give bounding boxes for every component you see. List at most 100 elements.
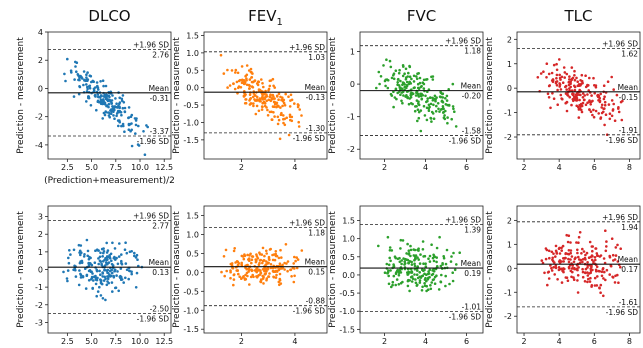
data-point: [616, 260, 620, 263]
data-point: [82, 83, 85, 87]
data-point: [249, 67, 253, 71]
data-point: [578, 107, 582, 110]
data-point: [598, 96, 601, 100]
column-title-text: FVC: [407, 7, 436, 25]
data-point: [436, 102, 440, 105]
data-point: [539, 72, 543, 75]
data-point: [62, 270, 65, 274]
data-point: [423, 282, 426, 285]
data-point: [422, 78, 426, 82]
upper-limit-value: 1.18: [464, 47, 481, 56]
data-point: [404, 78, 408, 81]
data-point: [418, 279, 422, 282]
x-tick-label: 6: [592, 337, 597, 346]
data-point: [65, 277, 69, 280]
data-point: [447, 88, 451, 91]
data-point: [255, 98, 259, 101]
data-point: [225, 269, 228, 273]
data-point: [561, 97, 564, 101]
data-point: [232, 82, 235, 86]
data-point: [397, 283, 401, 286]
data-point: [602, 107, 605, 110]
data-point: [386, 86, 390, 90]
data-point: [222, 254, 226, 258]
data-point: [383, 271, 387, 275]
data-point: [261, 95, 264, 98]
data-point: [84, 79, 87, 83]
lower-limit-label: -1.96 SD: [293, 134, 326, 143]
data-point: [549, 264, 552, 267]
data-point: [447, 104, 451, 107]
data-point: [551, 256, 554, 260]
data-point: [249, 97, 253, 100]
x-tick-label: 4: [292, 337, 297, 346]
data-point: [135, 253, 139, 257]
data-point: [573, 74, 576, 77]
x-tick-label: 2: [239, 163, 244, 172]
data-point: [423, 278, 427, 281]
data-point: [292, 280, 296, 284]
data-point: [547, 277, 551, 280]
data-point: [586, 274, 590, 277]
data-point: [101, 79, 105, 82]
data-point: [130, 113, 134, 117]
data-point: [563, 76, 566, 79]
data-point: [269, 266, 273, 270]
scatter-points: [540, 229, 622, 298]
data-point: [580, 73, 584, 77]
x-tick-label: 12.5: [155, 163, 173, 172]
data-point: [104, 110, 107, 113]
data-point: [592, 115, 596, 119]
data-point: [595, 252, 599, 255]
x-tick-label: 4: [423, 163, 428, 172]
data-point: [275, 105, 278, 109]
data-point: [122, 124, 125, 128]
y-tick-label: 0: [350, 80, 355, 89]
data-point: [233, 87, 237, 91]
data-point: [566, 279, 570, 283]
data-point: [390, 76, 394, 80]
y-tick-label: 0.5: [186, 66, 199, 75]
lower-limit-label: -1.96 SD: [606, 308, 639, 317]
mean-label: Mean: [305, 258, 326, 267]
data-point: [555, 62, 558, 66]
data-point: [236, 264, 240, 267]
data-point: [421, 94, 425, 97]
data-point: [398, 68, 401, 72]
data-point: [406, 75, 410, 78]
data-point: [377, 70, 381, 74]
data-point: [424, 262, 427, 266]
data-point: [96, 100, 100, 103]
data-point: [581, 258, 585, 261]
data-point: [99, 279, 103, 282]
data-point: [81, 275, 85, 278]
upper-limit-label: +1.96 SD: [289, 43, 325, 52]
data-point: [89, 278, 93, 281]
data-point: [388, 249, 392, 252]
data-point: [397, 271, 401, 275]
data-point: [433, 282, 437, 286]
data-point: [85, 90, 89, 93]
data-point: [588, 280, 592, 283]
data-point: [617, 107, 620, 110]
data-point: [275, 273, 278, 277]
data-point: [408, 64, 411, 68]
plot-frame: [359, 31, 484, 160]
data-point: [446, 116, 449, 119]
y-tick-label: 0.5: [186, 249, 199, 258]
data-point: [578, 261, 582, 265]
data-point: [295, 256, 299, 259]
data-point: [263, 269, 266, 273]
data-point: [390, 94, 394, 97]
data-point: [421, 248, 425, 251]
data-point: [267, 261, 270, 265]
data-point: [273, 97, 276, 100]
data-point: [573, 69, 576, 73]
data-point: [582, 98, 586, 102]
data-point: [251, 95, 255, 99]
data-point: [580, 252, 583, 255]
data-point: [443, 117, 447, 121]
data-point: [122, 281, 125, 284]
data-point: [265, 260, 268, 263]
data-point: [125, 251, 129, 255]
